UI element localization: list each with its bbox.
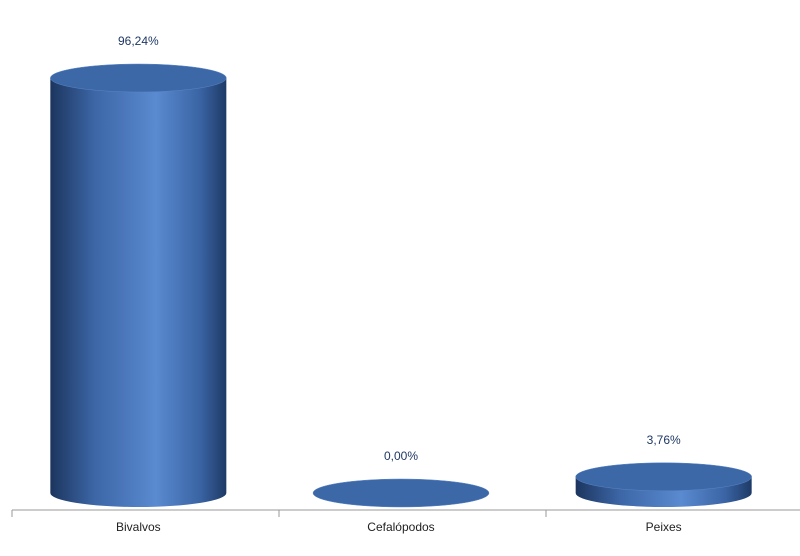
value-label: 0,00% [384,449,418,463]
bar-top [312,478,490,508]
value-label: 96,24% [118,34,159,48]
bar-top [50,63,227,93]
x-tick-label: Bivalvos [116,520,161,534]
x-tick-label: Peixes [646,520,682,534]
bar-body [50,78,227,507]
bar-top [575,462,752,492]
x-tick-label: Cefalópodos [367,520,434,534]
value-label: 3,76% [647,433,681,447]
